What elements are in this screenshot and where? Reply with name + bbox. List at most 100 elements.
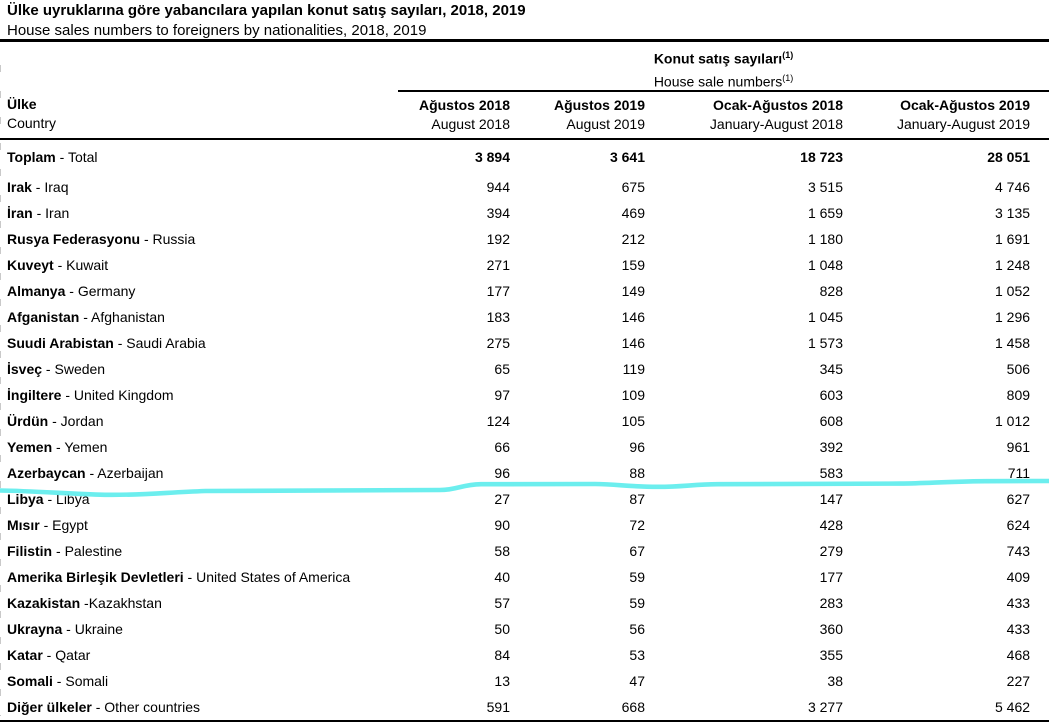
- value-august-2018: 97: [494, 387, 510, 404]
- group-header-turkish-text: Konut satış sayıları: [653, 50, 783, 67]
- country-name-english: Kuwait: [66, 257, 109, 274]
- country-name-english: Qatar: [55, 647, 91, 664]
- column-header-english: August 2018: [431, 115, 510, 132]
- table-row: Somali - Somali 13 47 38 227: [0, 668, 1049, 694]
- value-jan-aug-2018: 608: [819, 413, 843, 430]
- table-row: Yemen - Yemen 66 96 392 961: [0, 434, 1049, 460]
- column-header-turkish: Ağustos 2019: [553, 96, 645, 113]
- value-august-2019: 212: [621, 231, 645, 248]
- country-name-english: United Kingdom: [73, 387, 174, 404]
- country-name-turkish: Afganistan: [7, 309, 80, 326]
- name-separator: -: [52, 673, 66, 690]
- page-header: Ülke uyruklarına göre yabancılara yapıla…: [0, 0, 1049, 42]
- country-name-english: Yemen: [64, 439, 108, 456]
- name-separator: -: [43, 491, 57, 508]
- country-name-english: Palestine: [64, 543, 123, 560]
- country-cell: Suudi Arabistan - Saudi Arabia: [0, 330, 398, 356]
- value-august-2019: 146: [621, 335, 645, 352]
- value-jan-aug-2019: 433: [1006, 595, 1031, 612]
- value-jan-aug-2019: 1 296: [994, 309, 1031, 326]
- country-cell: İsveç - Sweden: [0, 356, 398, 382]
- value-jan-aug-2018: 1 573: [807, 335, 843, 352]
- value-jan-aug-2018: 3 515: [807, 179, 843, 196]
- name-separator: -: [42, 361, 55, 378]
- column-header-row: Ülke Country Ağustos 2018 August 2018 Ağ…: [0, 91, 1049, 141]
- name-separator: -: [183, 569, 197, 586]
- name-separator: -: [55, 149, 68, 166]
- country-name-turkish: İngiltere: [7, 387, 62, 404]
- country-name-english: Saudi Arabia: [126, 335, 206, 352]
- column-header-english: January-August 2019: [896, 115, 1031, 132]
- country-name-turkish: Suudi Arabistan: [7, 335, 114, 352]
- name-separator: -: [79, 309, 92, 326]
- value-jan-aug-2019: 624: [1006, 517, 1031, 534]
- country-cell: İngiltere - United Kingdom: [0, 382, 398, 408]
- value-jan-aug-2018: 360: [819, 621, 843, 638]
- value-august-2019: 105: [621, 413, 645, 430]
- value-jan-aug-2019: 809: [1006, 387, 1031, 404]
- value-august-2018: 58: [494, 543, 510, 560]
- column-header-english: January-August 2018: [709, 115, 843, 132]
- value-august-2018: 96: [494, 465, 510, 482]
- column-header-turkish: Ağustos 2018: [418, 96, 510, 113]
- value-august-2018: 3 894: [474, 149, 510, 166]
- country-name-turkish: Toplam: [7, 149, 56, 166]
- value-jan-aug-2019: 3 135: [994, 205, 1031, 222]
- country-name-turkish: Azerbaycan: [7, 465, 86, 482]
- name-separator: -: [113, 335, 127, 352]
- value-august-2018: 84: [494, 647, 510, 664]
- table-row: Rusya Federasyonu - Russia 192 212 1 180…: [0, 226, 1049, 252]
- value-august-2019: 53: [629, 647, 645, 664]
- country-cell: Libya - Libya: [0, 486, 398, 512]
- country-name-english: Kazakhstan: [88, 595, 162, 612]
- value-august-2019: 149: [621, 283, 645, 300]
- country-name-english: United States of America: [196, 569, 351, 586]
- column-header-english: August 2019: [566, 115, 645, 132]
- country-name-english: Afghanistan: [91, 309, 165, 326]
- value-jan-aug-2018: 603: [819, 387, 843, 404]
- country-name-english: Russia: [152, 231, 196, 248]
- country-cell: Toplam - Total: [0, 139, 398, 174]
- table-row: Afganistan - Afghanistan 183 146 1 045 1…: [0, 304, 1049, 330]
- value-august-2018: 40: [494, 569, 510, 586]
- value-jan-aug-2019: 468: [1006, 647, 1031, 664]
- value-jan-aug-2018: 392: [819, 439, 843, 456]
- table-row: Ürdün - Jordan 124 105 608 1 012: [0, 408, 1049, 434]
- value-jan-aug-2018: 283: [819, 595, 843, 612]
- value-august-2018: 183: [486, 309, 510, 326]
- country-name-turkish: Somali: [7, 673, 53, 690]
- value-jan-aug-2019: 961: [1006, 439, 1031, 456]
- value-jan-aug-2018: 1 659: [807, 205, 843, 222]
- footnote-marker: (1): [782, 50, 794, 60]
- country-cell: Almanya - Germany: [0, 278, 398, 304]
- name-separator: -: [52, 543, 65, 560]
- country-cell: Kuveyt - Kuwait: [0, 252, 398, 278]
- country-name-turkish: Filistin: [7, 543, 53, 560]
- country-cell: Afganistan - Afghanistan: [0, 304, 398, 330]
- value-jan-aug-2019: 506: [1006, 361, 1031, 378]
- table-row: Amerika Birleşik Devletleri - United Sta…: [0, 564, 1049, 590]
- column-header-turkish: Ocak-Ağustos 2018: [713, 96, 843, 113]
- column-header-august-2018: Ağustos 2018 August 2018: [398, 91, 510, 141]
- country-name-turkish: İsveç: [7, 361, 43, 378]
- value-jan-aug-2018: 428: [819, 517, 843, 534]
- column-header-jan-aug-2019: Ocak-Ağustos 2019 January-August 2019: [843, 91, 1049, 141]
- group-header-row: Konut satış sayıları(1) House sale numbe…: [0, 42, 1049, 93]
- table-row: Azerbaycan - Azerbaijan 96 88 583 711: [0, 460, 1049, 486]
- country-cell: Irak - Iraq: [0, 174, 398, 200]
- column-header-turkish: Ocak-Ağustos 2019: [900, 96, 1031, 113]
- country-name-turkish: Mısır: [7, 517, 40, 534]
- value-jan-aug-2019: 1 458: [994, 335, 1031, 352]
- name-separator: -: [42, 647, 56, 664]
- country-name-english: Germany: [77, 283, 136, 300]
- table-row: Mısır - Egypt 90 72 428 624: [0, 512, 1049, 538]
- table-row: Kazakistan -Kazakhstan 57 59 283 433: [0, 590, 1049, 616]
- country-name-turkish: Yemen: [7, 439, 53, 456]
- table-row: Libya - Libya 27 87 147 627: [0, 486, 1049, 512]
- country-name-turkish: Ürdün: [7, 413, 49, 430]
- value-jan-aug-2018: 177: [819, 569, 843, 586]
- value-jan-aug-2018: 1 048: [807, 257, 843, 274]
- value-jan-aug-2018: 355: [819, 647, 843, 664]
- value-jan-aug-2019: 1 248: [994, 257, 1031, 274]
